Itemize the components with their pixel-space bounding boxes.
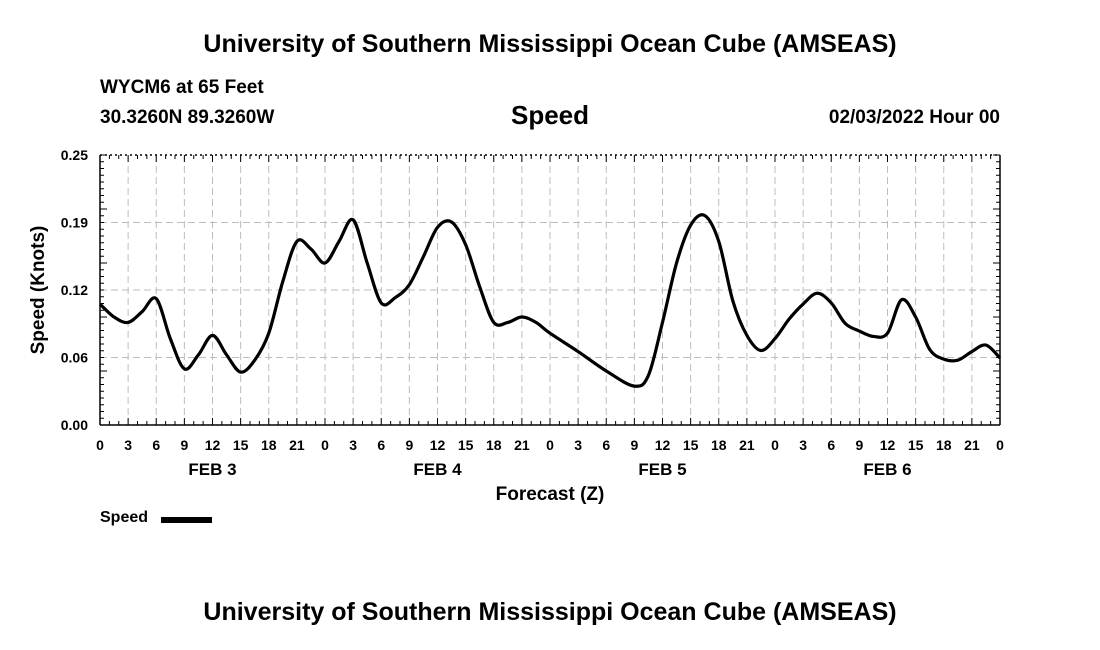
x-tick-label: 0 xyxy=(546,437,554,453)
y-tick-label: 0.00 xyxy=(61,417,88,433)
day-label: FEB 6 xyxy=(863,460,911,479)
x-tick-label: 18 xyxy=(936,437,952,453)
x-tick-label: 21 xyxy=(514,437,530,453)
x-tick-label: 6 xyxy=(602,437,610,453)
forecast-datetime: 02/03/2022 Hour 00 xyxy=(828,107,1000,128)
x-tick-label: 15 xyxy=(908,437,924,453)
day-label: FEB 3 xyxy=(188,460,236,479)
x-tick-label: 21 xyxy=(289,437,305,453)
legend-line-swatch xyxy=(161,517,212,523)
x-tick-label: 3 xyxy=(349,437,357,453)
x-tick-label: 15 xyxy=(233,437,249,453)
day-label: FEB 5 xyxy=(638,460,686,479)
x-tick-label: 12 xyxy=(880,437,896,453)
x-tick-label: 0 xyxy=(96,437,104,453)
x-tick-label: 12 xyxy=(430,437,446,453)
station-label: WYCM6 at 65 Feet xyxy=(100,77,264,98)
x-tick-label: 21 xyxy=(964,437,980,453)
chart-title: University of Southern Mississippi Ocean… xyxy=(203,30,897,58)
x-tick-label: 18 xyxy=(261,437,277,453)
variable-title: Speed xyxy=(510,100,590,130)
x-tick-label: 6 xyxy=(377,437,385,453)
x-tick-label: 12 xyxy=(655,437,671,453)
y-axis-title: Speed (Knots) xyxy=(28,226,49,355)
day-label: FEB 4 xyxy=(413,460,462,479)
x-tick-label: 0 xyxy=(996,437,1004,453)
y-tick-label: 0.12 xyxy=(61,282,88,298)
x-tick-label: 12 xyxy=(205,437,221,453)
x-tick-label: 21 xyxy=(739,437,755,453)
x-tick-label: 3 xyxy=(124,437,132,453)
y-tick-label: 0.06 xyxy=(61,350,88,366)
x-tick-label: 6 xyxy=(827,437,835,453)
x-axis-title: Forecast (Z) xyxy=(496,484,605,505)
x-tick-label: 18 xyxy=(711,437,727,453)
footer-title: University of Southern Mississippi Ocean… xyxy=(203,598,897,626)
x-tick-label: 15 xyxy=(683,437,699,453)
x-tick-label: 9 xyxy=(405,437,413,453)
station-coordinates: 30.3260N 89.3260W xyxy=(100,107,275,128)
x-tick-label: 3 xyxy=(799,437,807,453)
y-tick-label: 0.25 xyxy=(61,147,88,163)
x-tick-label: 3 xyxy=(574,437,582,453)
x-tick-label: 6 xyxy=(152,437,160,453)
x-tick-label: 9 xyxy=(855,437,863,453)
speed-series-line xyxy=(98,213,1002,388)
x-tick-label: 18 xyxy=(486,437,502,453)
x-tick-label: 9 xyxy=(630,437,638,453)
legend-label: Speed xyxy=(100,509,149,526)
x-tick-label: 0 xyxy=(321,437,329,453)
x-tick-label: 15 xyxy=(458,437,474,453)
x-tick-label: 0 xyxy=(771,437,779,453)
y-tick-label: 0.19 xyxy=(61,215,88,231)
x-tick-label: 9 xyxy=(180,437,188,453)
